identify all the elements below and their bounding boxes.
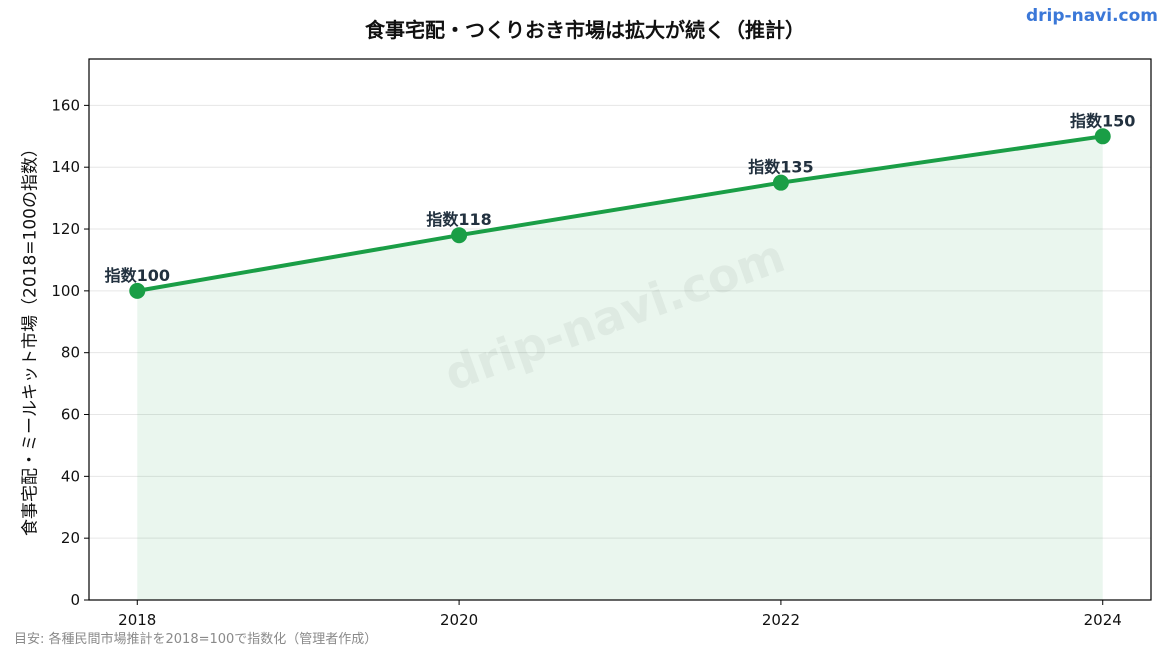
plot-frame <box>88 58 1152 601</box>
data-point <box>1094 128 1111 145</box>
x-tick-label: 2020 <box>440 611 478 629</box>
data-label: 指数118 <box>426 210 491 229</box>
y-tick-label: 80 <box>61 344 80 362</box>
x-tick-label: 2022 <box>762 611 800 629</box>
y-tick-label: 160 <box>51 96 80 114</box>
x-tick-label: 2024 <box>1084 611 1122 629</box>
site-brand-link[interactable]: drip-navi.com <box>1025 6 1158 26</box>
y-tick-label: 120 <box>51 220 80 238</box>
y-tick-label: 0 <box>70 591 80 609</box>
y-tick-label: 100 <box>51 282 80 300</box>
source-note: 目安: 各種民間市場推計を2018=100で指数化（管理者作成） <box>14 632 378 647</box>
series-line <box>136 134 1103 293</box>
data-label: 指数100 <box>105 266 170 285</box>
chart-title: 食事宅配・つくりおき市場は拡大が続く（推計） <box>365 18 805 42</box>
y-axis-label: 食事宅配・ミールキット市場（2018=100の指数） <box>20 140 41 536</box>
y-tick-label: 60 <box>61 406 80 424</box>
data-point <box>451 227 468 244</box>
y-tick-label: 140 <box>51 158 80 176</box>
data-label: 指数150 <box>1070 111 1135 130</box>
data-label: 指数135 <box>748 158 813 177</box>
y-tick-label: 40 <box>61 467 80 485</box>
series-area <box>137 136 1103 601</box>
y-tick-label: 20 <box>61 529 80 547</box>
data-point <box>129 282 146 299</box>
x-tick-label: 2018 <box>118 611 156 629</box>
data-point <box>772 174 789 191</box>
